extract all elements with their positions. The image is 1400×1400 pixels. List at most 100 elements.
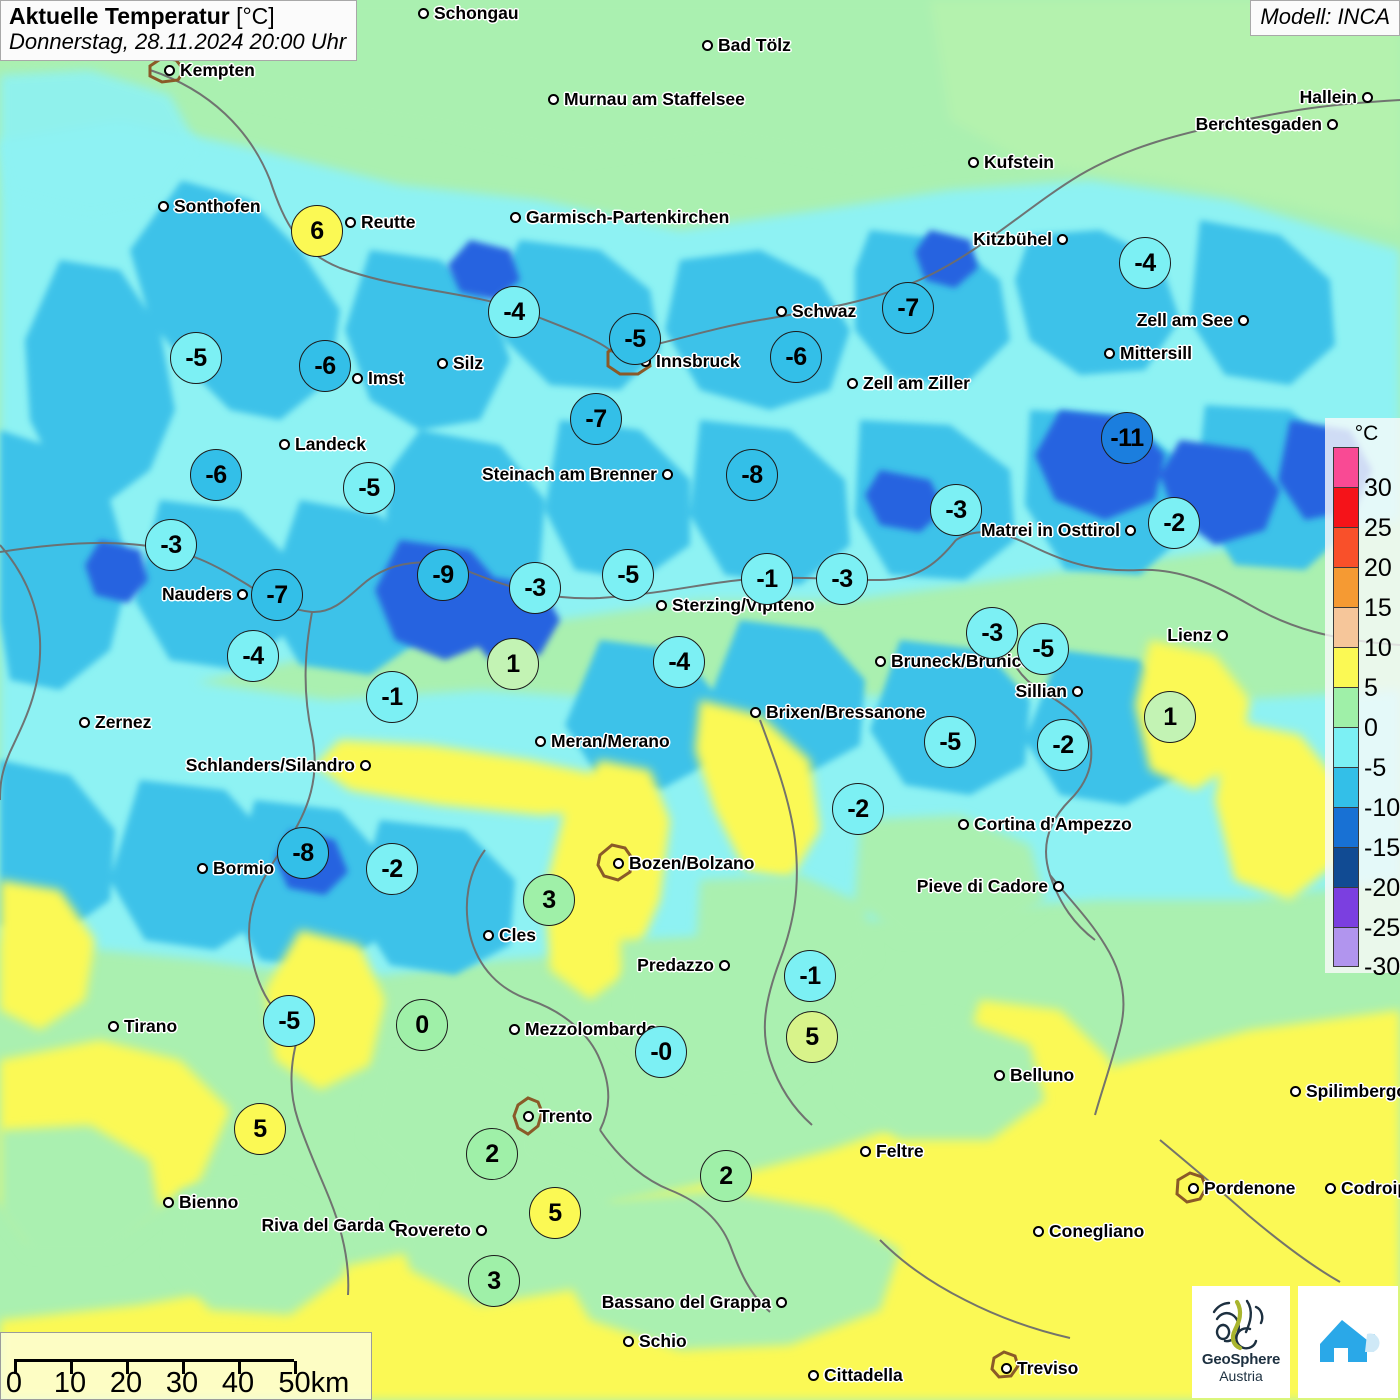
scale-tick-label: 30 [165, 1367, 199, 1399]
scale-tick [126, 1361, 129, 1374]
scale-tick-label: 0 [5, 1367, 23, 1399]
colorbar-tick-label: 10 [1364, 634, 1392, 663]
colorbar-cell: 10 [1333, 607, 1392, 661]
colorbar-cell: -30 [1333, 927, 1400, 980]
temperature-station-marker[interactable]: -8 [726, 449, 778, 501]
temperature-station-marker[interactable]: -3 [509, 562, 561, 614]
temperature-station-marker[interactable]: -4 [488, 286, 540, 338]
scale-labels: 0 10 20 30 40 50km [1, 1369, 373, 1400]
temperature-station-marker[interactable]: -5 [602, 549, 654, 601]
colorbar-tick-label: -20 [1364, 874, 1400, 903]
colorbar-tick-label: -30 [1364, 953, 1400, 982]
temperature-station-marker[interactable]: -1 [741, 553, 793, 605]
colorbar-cell: -10 [1333, 767, 1400, 821]
temperature-station-marker[interactable]: 1 [487, 638, 539, 690]
temperature-station-marker[interactable]: 1 [1144, 691, 1196, 743]
colorbar-tick-label: 30 [1364, 474, 1392, 503]
scale-tick-label: 10 [53, 1367, 87, 1399]
temperature-station-marker[interactable]: -2 [832, 783, 884, 835]
temperature-station-marker[interactable]: 5 [234, 1103, 286, 1155]
temperature-station-marker[interactable]: -7 [882, 282, 934, 334]
temperature-station-marker[interactable]: 6 [291, 205, 343, 257]
scale-tick-label: 50km [278, 1367, 350, 1399]
temperature-station-marker[interactable]: -5 [263, 995, 315, 1047]
temperature-station-marker[interactable]: -3 [145, 519, 197, 571]
colorbar-tick-label: 5 [1364, 674, 1378, 703]
colorbar-cell: -20 [1333, 847, 1400, 901]
colorbar-cell: 5 [1333, 647, 1378, 701]
geosphere-name: GeoSphere [1201, 1350, 1281, 1368]
temperature-station-marker[interactable]: -5 [1017, 623, 1069, 675]
distance-scale: 0 10 20 30 40 50km [0, 1332, 372, 1400]
scale-tick-label: 20 [109, 1367, 143, 1399]
colorbar-cell: -15 [1333, 807, 1400, 861]
mountain-cloud-icon [1320, 1320, 1380, 1362]
temperature-station-marker[interactable]: 5 [786, 1011, 838, 1063]
temperature-station-marker[interactable]: -1 [784, 950, 836, 1002]
colorbar-tick-label: 25 [1364, 514, 1392, 543]
temperature-station-marker[interactable]: -3 [930, 484, 982, 536]
colorbar-cell: 25 [1333, 487, 1392, 541]
temperature-station-marker[interactable]: -6 [770, 331, 822, 383]
colorbar-tick-label: -5 [1364, 754, 1387, 783]
temperature-station-marker[interactable]: -6 [299, 340, 351, 392]
colorbar-tick-label: -10 [1364, 794, 1400, 823]
temperature-station-marker[interactable]: -4 [227, 630, 279, 682]
temperature-station-marker[interactable]: -6 [190, 449, 242, 501]
title-text: Aktuelle Temperatur [9, 3, 230, 29]
temperature-station-marker[interactable]: 2 [700, 1150, 752, 1202]
temperature-station-marker[interactable]: -8 [277, 827, 329, 879]
temperature-station-marker[interactable]: -2 [1148, 497, 1200, 549]
temperature-station-marker[interactable]: 2 [466, 1128, 518, 1180]
scale-tick-label: 40 [221, 1367, 255, 1399]
temperature-station-marker[interactable]: -2 [1037, 719, 1089, 771]
scale-tick [70, 1361, 73, 1374]
scale-tick [182, 1361, 185, 1374]
temperature-station-marker[interactable]: -3 [816, 553, 868, 605]
temperature-station-marker[interactable]: -5 [343, 462, 395, 514]
temperature-station-marker[interactable]: -3 [966, 607, 1018, 659]
colorbar-cell: 20 [1333, 527, 1392, 581]
temperature-station-marker[interactable]: -5 [924, 716, 976, 768]
colorbar-strip: 30 25 20 15 10 5 0 -5 -10 -15 -20 -25 -30 [1333, 447, 1400, 980]
temperature-station-marker[interactable]: -0 [635, 1026, 687, 1078]
temperature-station-marker[interactable]: -2 [366, 843, 418, 895]
colorbar-tick-label: 0 [1364, 714, 1378, 743]
scale-tick [14, 1361, 17, 1374]
temperature-station-marker[interactable]: -7 [251, 569, 303, 621]
colorbar-tick-label: 15 [1364, 594, 1392, 623]
temperature-station-marker[interactable]: 3 [523, 874, 575, 926]
colorbar-cell: 0 [1333, 687, 1378, 741]
title-box: Aktuelle Temperatur [°C] Donnerstag, 28.… [0, 0, 358, 61]
colorbar-cell: 15 [1333, 567, 1392, 621]
scale-bar [14, 1359, 297, 1374]
geosphere-logo: GeoSphere Austria [1192, 1286, 1290, 1398]
temperature-station-marker[interactable]: 3 [468, 1255, 520, 1307]
colorbar-tick-label: 20 [1364, 554, 1392, 583]
scale-tick [294, 1361, 297, 1374]
temperature-station-marker[interactable]: -5 [170, 332, 222, 384]
temperature-station-marker[interactable]: -4 [1119, 237, 1171, 289]
temperature-station-marker[interactable]: -5 [609, 313, 661, 365]
colorbar-unit-label: °C [1354, 422, 1379, 445]
temperature-station-marker[interactable]: -1 [366, 671, 418, 723]
geosphere-mark-icon [1212, 1299, 1264, 1351]
temperature-station-marker[interactable]: 5 [529, 1187, 581, 1239]
temperature-station-marker[interactable]: -4 [653, 636, 705, 688]
temperature-station-marker[interactable]: 0 [396, 999, 448, 1051]
temperature-station-marker[interactable]: -9 [417, 549, 469, 601]
page-title: Aktuelle Temperatur [°C] [9, 3, 346, 29]
geosphere-subtitle: Austria [1219, 1368, 1263, 1385]
title-unit: [°C] [236, 3, 275, 29]
colorbar-cell: -5 [1333, 727, 1386, 781]
colorbar: °C 30 25 20 15 10 5 0 -5 -10 -15 -20 -25 -30 [1325, 418, 1400, 980]
colorbar-tick-label: -15 [1364, 834, 1400, 863]
temperature-station-marker[interactable]: -7 [570, 393, 622, 445]
partner-logo [1298, 1286, 1398, 1398]
model-label: Modell: INCA [1250, 0, 1400, 36]
scale-tick [238, 1361, 241, 1374]
temperature-station-marker[interactable]: -11 [1101, 412, 1153, 464]
timestamp-label: Donnerstag, 28.11.2024 20:00 Uhr [9, 29, 347, 55]
colorbar-tick-label: -25 [1364, 914, 1400, 943]
